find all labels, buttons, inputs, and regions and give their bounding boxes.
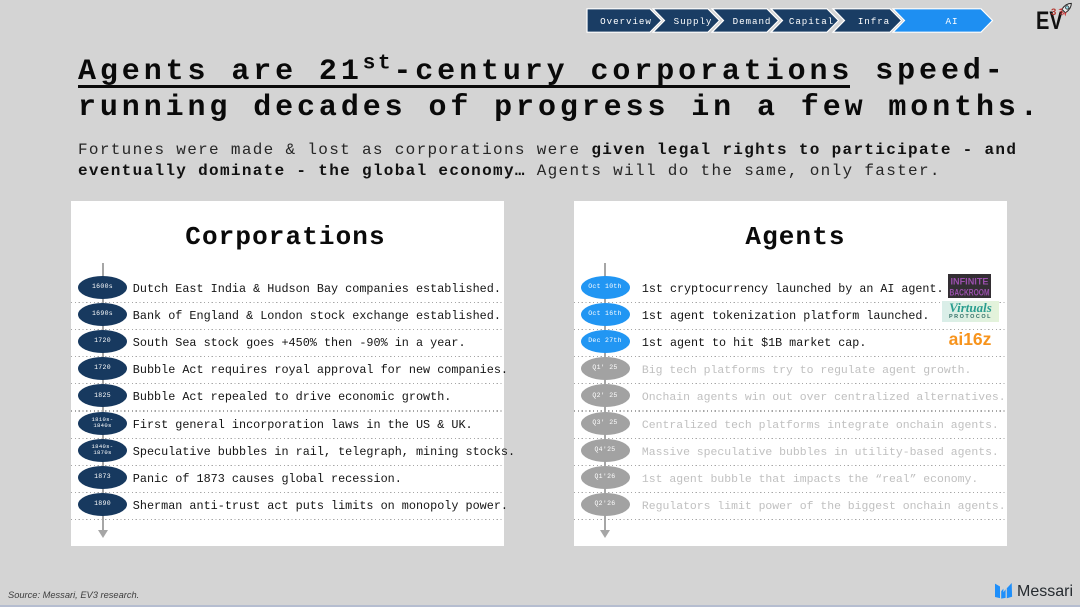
svg-text:Supply: Supply	[674, 16, 713, 27]
svg-text:Overview: Overview	[600, 16, 652, 27]
svg-text:Demand: Demand	[733, 16, 772, 27]
svg-text:AI: AI	[946, 16, 959, 27]
svg-text:INFINITE: INFINITE	[950, 277, 989, 288]
svg-text:Infra: Infra	[858, 16, 890, 27]
svg-text:BACKROOM: BACKROOM	[949, 288, 989, 299]
svg-text:Capital: Capital	[789, 16, 834, 27]
